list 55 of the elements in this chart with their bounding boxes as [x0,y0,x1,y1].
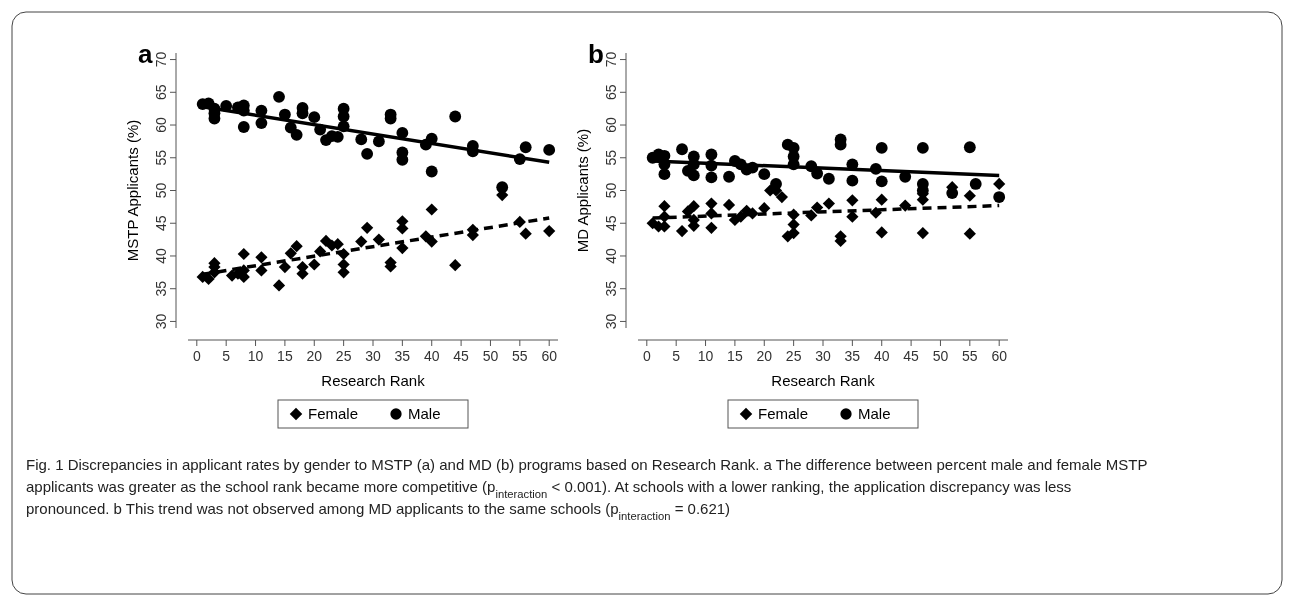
y-tick-label: 40 [603,247,619,264]
y-tick-label: 50 [603,182,619,199]
y-tick-label: 60 [153,117,169,133]
y-tick-label: 45 [153,215,169,232]
x-tick-label: 40 [873,348,890,364]
x-tick-label: 0 [642,348,651,364]
x-tick-label: 25 [335,348,352,364]
x-tick-label: 20 [756,348,773,364]
x-tick-label: 35 [844,348,861,364]
x-tick-label: 5 [222,348,231,364]
x-tick-label: 30 [365,348,381,364]
y-tick-label: 65 [603,84,619,101]
x-tick-label: 10 [697,348,714,364]
y-tick-label: 55 [603,149,619,166]
y-tick-label: 40 [153,247,169,264]
x-tick-label: 35 [394,348,411,364]
legend-label: Female [758,405,809,422]
x-tick-label: 10 [247,348,264,364]
x-tick-label: 60 [991,348,1008,364]
x-tick-label: 25 [785,348,802,364]
x-tick-label: 5 [672,348,681,364]
y-tick-label: 30 [603,313,619,330]
caption: Fig. 1 Discrepancies in applicant rates by gender to MSTP (a) and MD (b) programs based on Research Rank. a The difference between percent male and female MSTP applicants was greater as the school rank became more competitive (p$_{interaction}$ < 0.001). At schools with a lower ranking, the application discrepancy was less pronounced. b This trend was not observed among MD applicants to the same schools (p$_{interaction}$ = 0.621) [26,456,1148,522]
y-tick-label: 45 [603,215,619,232]
y-axis-title: MD Applicants (%) [574,128,591,253]
x-tick-label: 50 [482,348,499,364]
x-tick-label: 15 [277,348,293,364]
chart-title: a [138,39,153,69]
y-tick-label: 35 [603,280,619,297]
legend-label: Male [858,405,891,422]
chart-title: b [588,39,604,69]
y-tick-label: 30 [153,313,169,330]
x-tick-label: 30 [815,348,831,364]
x-tick-label: 55 [512,348,528,364]
y-tick-label: 60 [603,117,619,133]
y-tick-label: 70 [153,51,169,68]
x-tick-label: 45 [903,348,920,364]
x-tick-label: 20 [306,348,323,364]
y-axis-title: MSTP Applicants (%) [124,119,141,262]
y-tick-label: 55 [153,149,169,166]
x-tick-label: 55 [962,348,978,364]
y-tick-label: 35 [153,280,169,297]
x-tick-label: 60 [541,348,558,364]
x-tick-label: 50 [932,348,949,364]
x-tick-label: 45 [453,348,470,364]
x-tick-label: 15 [727,348,743,364]
legend-label: Female [308,405,359,422]
x-axis-title: Research Rank [771,372,876,389]
x-tick-label: 40 [423,348,440,364]
legend-label: Male [408,405,441,422]
y-tick-label: 50 [153,182,169,199]
x-axis-title: Research Rank [321,372,426,389]
y-tick-label: 70 [603,51,619,68]
x-tick-label: 0 [192,348,201,364]
y-tick-label: 65 [153,84,169,101]
